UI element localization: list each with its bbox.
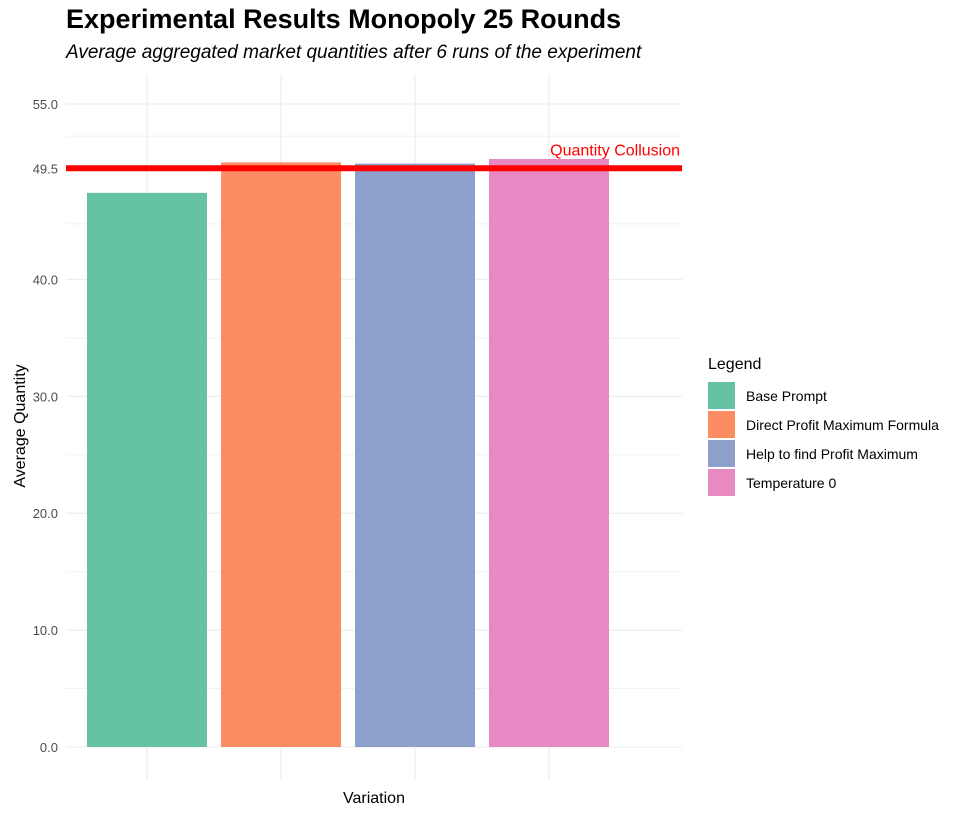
legend-label: Help to find Profit Maximum: [746, 445, 918, 462]
legend-swatch: [708, 411, 735, 438]
legend-swatch: [708, 469, 735, 496]
x-axis-label: Variation: [343, 790, 405, 807]
y-tick-label: 30.0: [33, 389, 58, 404]
y-tick-label: 10.0: [33, 623, 58, 638]
y-tick-label: 20.0: [33, 506, 58, 521]
y-tick-label: 49.5: [33, 161, 58, 176]
bar: [355, 163, 475, 747]
reference-line-group: Quantity Collusion: [66, 142, 682, 172]
bar: [489, 158, 609, 747]
legend-items: Base Prompt Direct Profit Maximum Formula…: [708, 381, 939, 497]
legend-label: Direct Profit Maximum Formula: [746, 416, 939, 433]
y-tick-labels: 0.0 10.0 20.0 30.0 40.0 49.5 55.0: [33, 97, 58, 755]
legend-item: Direct Profit Maximum Formula: [708, 410, 939, 439]
legend-title: Legend: [708, 356, 762, 373]
bars: [87, 158, 609, 748]
reference-line-label: Quantity Collusion: [550, 142, 680, 159]
y-tick-label: 0.0: [40, 740, 58, 755]
bar: [221, 162, 341, 748]
chart-title: Experimental Results Monopoly 25 Rounds: [66, 4, 622, 34]
bar: [87, 192, 207, 748]
chart-subtitle: Average aggregated market quantities aft…: [66, 42, 642, 63]
legend-swatch: [708, 440, 735, 467]
legend-item: Temperature 0: [708, 468, 939, 497]
legend-item: Help to find Profit Maximum: [708, 439, 939, 468]
legend-label: Base Prompt: [746, 387, 827, 404]
y-tick-label: 55.0: [33, 97, 58, 112]
legend-label: Temperature 0: [746, 474, 837, 491]
y-axis-label: Average Quantity: [12, 364, 29, 487]
legend: Legend Base Prompt Direct Profit Maximum …: [708, 356, 939, 497]
y-tick-label: 40.0: [33, 272, 58, 287]
legend-swatch: [708, 382, 735, 409]
legend-item: Base Prompt: [708, 381, 939, 410]
